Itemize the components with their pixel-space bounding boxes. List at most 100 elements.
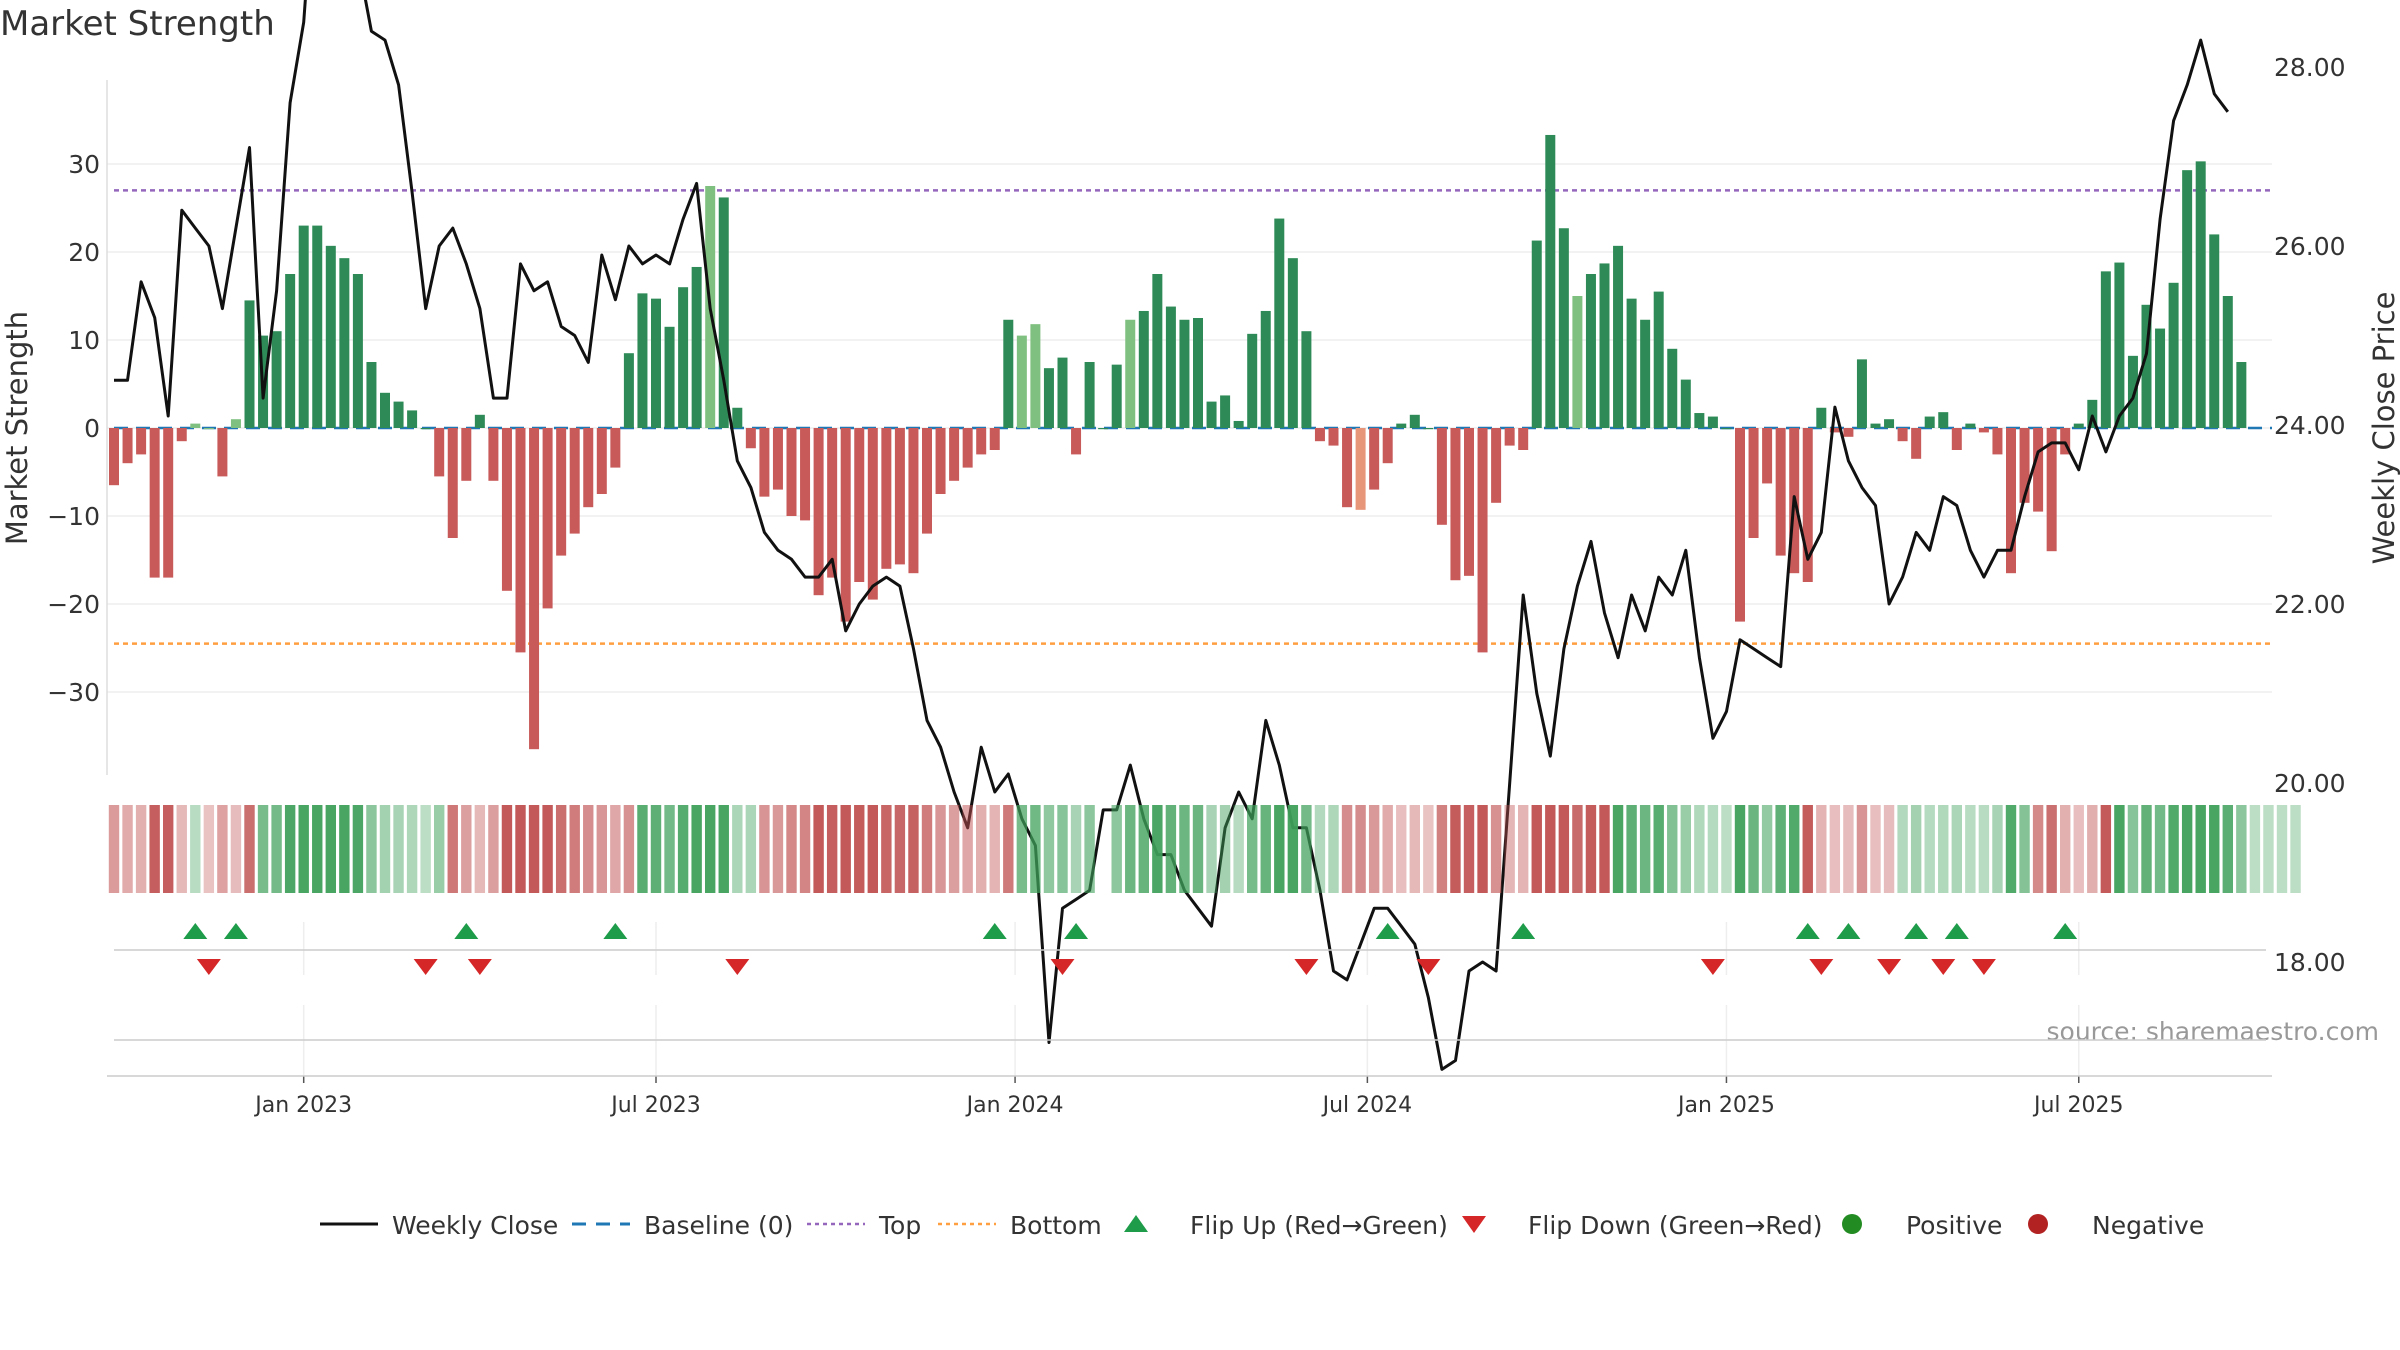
band-cell-negative [488, 805, 499, 893]
band-cell-positive [1070, 805, 1082, 893]
band-cell-negative [759, 805, 770, 893]
strength-bar-positive [1206, 401, 1217, 428]
band-cell-negative [1504, 805, 1515, 893]
strength-bar-positive [1409, 414, 1420, 428]
band-cell-negative [786, 805, 797, 893]
band-cell-positive [1219, 805, 1231, 893]
flip-up-marker [1904, 923, 1929, 939]
band-cell-positive [339, 805, 350, 893]
strength-bar-negative [1328, 428, 1339, 446]
band-cell-positive [745, 805, 757, 893]
strength-bar-negative [1802, 428, 1813, 582]
strength-bar-positive [2182, 170, 2193, 428]
legend-swatch [1842, 1214, 1862, 1234]
flip-down-marker [1050, 959, 1075, 975]
band-cell-positive [1192, 805, 1204, 893]
strength-bar-negative [1775, 428, 1786, 556]
strength-bar-positive [380, 392, 390, 428]
flip-down-marker [1294, 959, 1319, 975]
strength-bar-positive [2168, 282, 2179, 428]
flip-up-marker [1795, 923, 1820, 939]
band-cell-positive [705, 805, 716, 893]
strength-bar-negative [583, 428, 594, 508]
band-cell-positive [298, 805, 309, 893]
y2-tick-label: 22.00 [2274, 590, 2346, 619]
legend-swatch [1124, 1215, 1148, 1232]
strength-bar-positive [1545, 134, 1556, 428]
flip-up-marker [1064, 923, 1089, 939]
strength-bar-positive [2073, 423, 2084, 428]
band-cell-positive [2263, 805, 2274, 893]
strength-bar-positive [651, 298, 661, 428]
strength-bar-negative [515, 428, 526, 653]
strength-bar-positive [1274, 218, 1285, 428]
band-cell-positive [2114, 805, 2125, 893]
strength-bar-positive [1613, 245, 1624, 428]
band-cell-negative [976, 805, 987, 893]
strength-bar-positive [1884, 419, 1895, 428]
flip-down-marker [1809, 959, 1834, 975]
x-tick-label: Jan 2024 [965, 1093, 1064, 1118]
band-cell-negative [1572, 805, 1583, 893]
flip-down-marker [1416, 959, 1441, 975]
band-cell-positive [1680, 805, 1691, 893]
strength-bar-positive [1599, 263, 1610, 428]
band-cell-positive [1897, 805, 1908, 893]
band-cell-negative [826, 805, 838, 893]
band-cell-negative [1423, 805, 1434, 893]
strength-bar-positive [2114, 262, 2125, 428]
strength-bar-negative [1518, 428, 1529, 450]
strength-bar-negative [149, 428, 160, 578]
band-cell-negative [108, 805, 120, 893]
strength-bar-negative [908, 428, 919, 574]
band-cell-negative [203, 805, 215, 893]
strength-bar-negative [1382, 428, 1393, 464]
strength-bar-positive [1694, 413, 1705, 428]
legend-item: Positive [1842, 1211, 2002, 1240]
band-cell-positive [1761, 805, 1773, 893]
legend-item: Top [807, 1211, 921, 1240]
band-cell-negative [1518, 805, 1529, 893]
strength-bar-positive [1043, 368, 1054, 428]
band-cell-positive [2209, 805, 2220, 893]
legend-label: Positive [1906, 1211, 2002, 1240]
strength-bar-positive [1003, 319, 1014, 428]
band-cell-negative [623, 805, 635, 893]
band-cell-negative [2032, 805, 2044, 893]
weekly-close-line [114, 0, 2229, 1071]
flip-down-marker [1700, 959, 1725, 975]
flip-up-marker [1944, 923, 1969, 939]
band-cell-negative [1368, 805, 1380, 893]
strength-bar-negative [1911, 428, 1922, 459]
legend-item: Negative [2028, 1211, 2204, 1240]
band-cell-negative [962, 805, 973, 893]
legend-item: Baseline (0) [572, 1211, 793, 1240]
band-cell-positive [2005, 805, 2017, 893]
flip-down-marker [467, 959, 492, 975]
band-cell-positive [1274, 805, 1285, 893]
strength-bar-positive [718, 197, 729, 428]
strength-bar-negative [1355, 428, 1366, 510]
band-cell-negative [1585, 805, 1597, 893]
strength-bar-positive [1247, 333, 1258, 428]
legend-label: Negative [2092, 1211, 2204, 1240]
band-cell-negative [1531, 805, 1542, 893]
strength-bar-negative [962, 428, 973, 468]
strength-bar-positive [1965, 423, 1976, 428]
strength-bar-positive [2222, 296, 2233, 428]
band-cell-negative [1463, 805, 1475, 893]
strength-bar-positive [271, 331, 282, 428]
strength-bar-negative [461, 428, 472, 481]
band-cell-positive [1978, 805, 1990, 893]
legend-label: Flip Down (Green→Red) [1528, 1211, 1823, 1240]
strength-bar-positive [285, 274, 296, 428]
y2-axis-title: Weekly Close Price [2367, 292, 2400, 565]
strength-bar-positive [2100, 271, 2111, 428]
strength-bar-positive [1626, 298, 1637, 428]
strength-bar-positive [325, 245, 336, 428]
strength-bar-positive [366, 362, 377, 428]
flip-up-marker [183, 923, 208, 939]
band-cell-positive [1910, 805, 1922, 893]
flip-down-marker [413, 959, 438, 975]
